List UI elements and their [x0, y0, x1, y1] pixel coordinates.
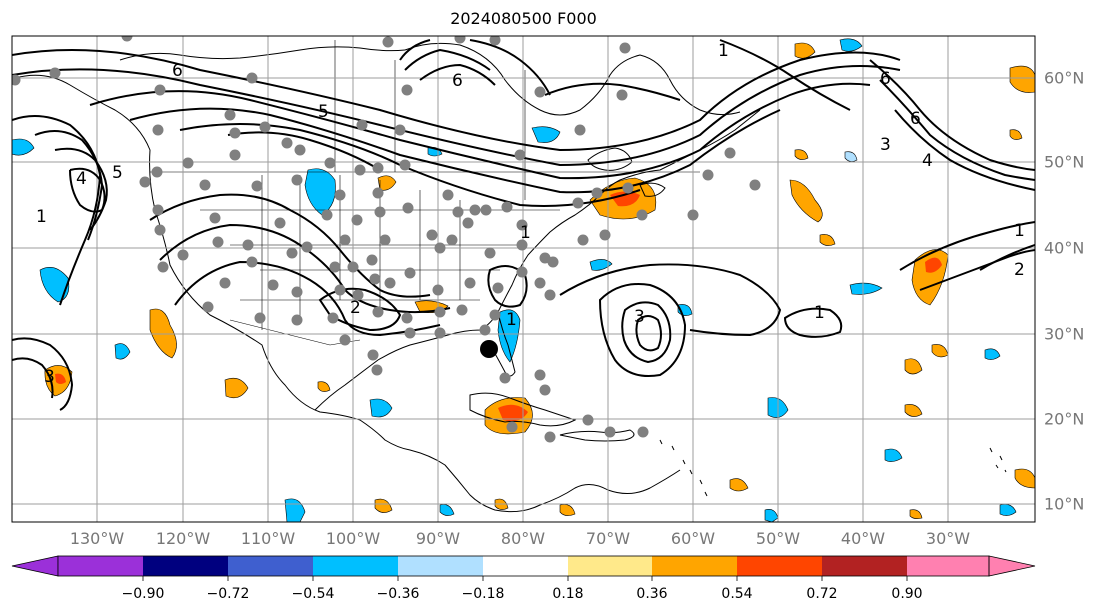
lat-label: 50°N [1044, 152, 1085, 172]
graticule [12, 36, 1035, 522]
station-markers [12, 36, 761, 443]
contour-label: 6 [172, 61, 183, 81]
colorbar-tick-label: 0.36 [636, 586, 668, 602]
contour-label: 1 [718, 41, 729, 61]
contour-label: 1 [1014, 221, 1025, 241]
colorbar-tick-label: −0.54 [291, 586, 335, 602]
lon-label: 100°W [325, 529, 381, 548]
lat-label: 60°N [1044, 68, 1085, 88]
shaded-anomaly-layer [12, 38, 1035, 522]
contour-label: 1 [520, 223, 531, 243]
lon-label: 40°W [840, 529, 886, 548]
lon-label: 90°W [415, 529, 461, 548]
colorbar-tick-label: 0.72 [806, 586, 838, 602]
lon-label: 30°W [925, 529, 971, 548]
lat-label: 20°N [1044, 409, 1085, 429]
contour-label: 3 [44, 367, 55, 387]
lon-label: 120°W [155, 529, 211, 548]
contour-label: 5 [318, 102, 329, 122]
contour-label: 6 [910, 109, 921, 129]
map-frame [11, 35, 1036, 523]
lat-label: 10°N [1044, 494, 1085, 514]
contour-label: 6 [880, 69, 891, 89]
map-title: 2024080500 F000 [450, 9, 597, 28]
colorbar-tick-label: 0.18 [552, 586, 584, 602]
highlighted-station-marker [480, 340, 498, 358]
colorbar [11, 555, 1036, 581]
contour-label: 5 [112, 163, 123, 183]
lon-label: 60°W [670, 529, 716, 548]
contour-label: 4 [76, 169, 87, 189]
colorbar-tick-label: 0.54 [721, 586, 753, 602]
contour-label: 3 [880, 135, 891, 155]
coastlines [14, 42, 1007, 513]
lon-label: 70°W [585, 529, 631, 548]
contour-label: 2 [1014, 260, 1025, 280]
colorbar-tick-label: −0.36 [376, 586, 420, 602]
contour-label: 1 [814, 303, 825, 323]
contour-label: 3 [634, 307, 645, 327]
colorbar-tick-label: −0.72 [206, 586, 250, 602]
lon-label: 80°W [500, 529, 546, 548]
contour-lines [12, 39, 1035, 411]
contour-label: 6 [452, 71, 463, 91]
lon-label: 110°W [240, 529, 296, 548]
lon-label: 50°W [755, 529, 801, 548]
contour-label: 1 [506, 310, 517, 330]
contour-label: 4 [922, 151, 933, 171]
contour-label: 2 [350, 298, 361, 318]
colorbar-tick-label: 0.90 [891, 586, 923, 602]
lat-label: 40°N [1044, 238, 1085, 258]
lat-label: 30°N [1044, 324, 1085, 344]
colorbar-tick-label: −0.18 [461, 586, 505, 602]
colorbar-extend-low [11, 555, 59, 577]
lon-label: 130°W [69, 529, 125, 548]
colorbar-extend-high [988, 555, 1036, 577]
contour-label: 1 [36, 207, 47, 227]
colorbar-tick-label: −0.90 [121, 586, 165, 602]
